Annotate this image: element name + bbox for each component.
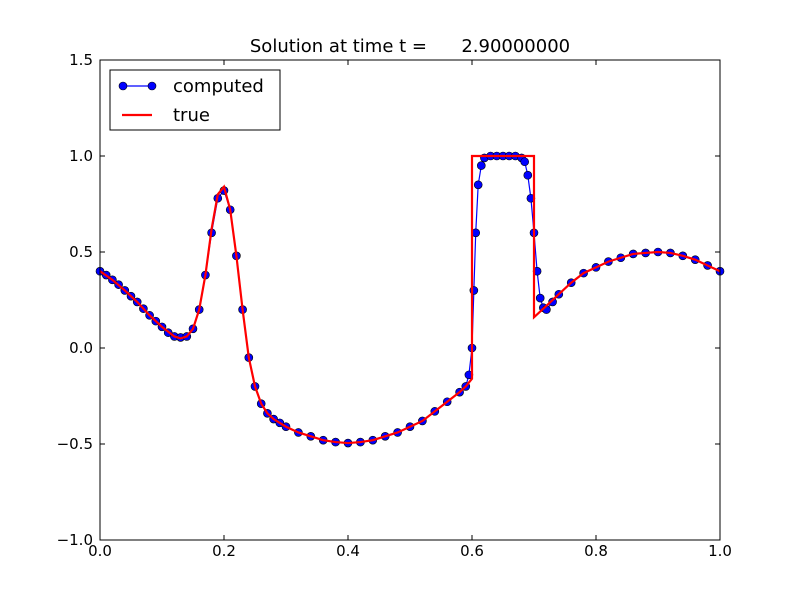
computed-point	[548, 297, 557, 307]
y-tick-label: 0.5	[69, 243, 93, 261]
x-tick-label: 0.6	[460, 542, 484, 560]
x-tick-label: 0.8	[584, 542, 608, 560]
legend-computed-marker	[147, 81, 157, 91]
ticks-layer: 0.0 0.2 0.4 0.6 0.8 1.0 −1.0 −0.5 0.0 0.5 1.0 1.5	[57, 51, 732, 560]
legend-true-label: true	[173, 105, 210, 126]
y-tick-label: −1.0	[57, 531, 93, 549]
y-tick-label: 0.0	[69, 339, 93, 357]
x-tick-label: 0.4	[336, 542, 360, 560]
chart-title: Solution at time t = 2.90000000	[250, 36, 570, 57]
axes-background	[100, 60, 720, 540]
computed-point	[473, 180, 483, 190]
y-tick-label: 1.0	[69, 147, 93, 165]
series-true-line	[99, 154, 721, 445]
legend: computed true	[109, 69, 281, 131]
computed-point	[476, 161, 486, 170]
computed-point	[520, 157, 530, 167]
series-layer	[95, 151, 725, 448]
axes-frame	[99, 59, 721, 541]
computed-point	[535, 293, 545, 303]
x-tick-label: 1.0	[708, 542, 732, 560]
computed-point	[523, 170, 533, 180]
y-tick-label: −0.5	[57, 435, 93, 453]
legend-computed-label: computed	[173, 76, 264, 97]
x-tick-label: 0.0	[88, 542, 112, 560]
series-computed-markers	[95, 151, 725, 448]
plot-area: 0.0 0.2 0.4 0.6 0.8 1.0 −1.0 −0.5 0.0 0.5 1.0 1.5	[57, 51, 732, 560]
x-tick-label: 0.2	[212, 542, 236, 560]
y-tick-label: 1.5	[69, 51, 93, 69]
legend-computed-marker	[118, 81, 128, 91]
legend-box	[109, 69, 281, 131]
